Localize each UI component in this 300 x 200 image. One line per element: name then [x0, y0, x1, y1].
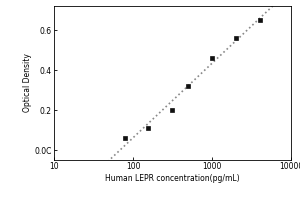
X-axis label: Human LEPR concentration(pg/mL): Human LEPR concentration(pg/mL): [105, 174, 240, 183]
Y-axis label: Optical Density: Optical Density: [23, 54, 32, 112]
